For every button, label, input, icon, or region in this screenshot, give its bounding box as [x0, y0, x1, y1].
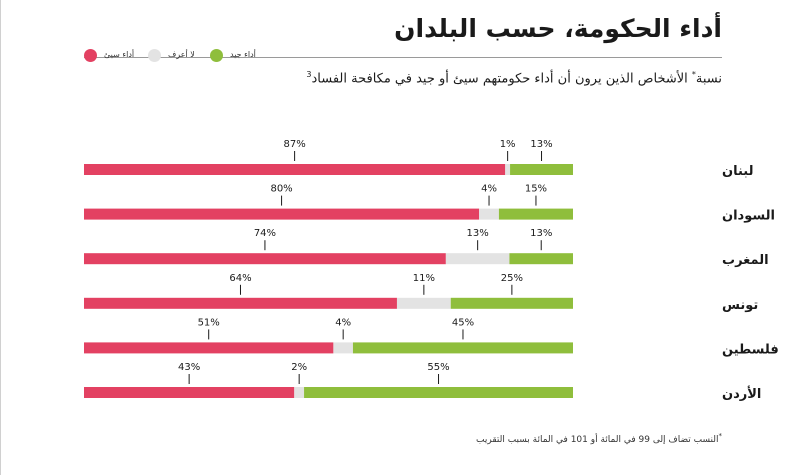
title-divider	[84, 57, 722, 58]
bar-bad-4	[84, 297, 397, 309]
data-label-unknown-3: 13%	[467, 228, 489, 239]
bar-bad-6	[84, 387, 295, 398]
country-label-3: المغرب	[722, 253, 769, 268]
legend-label-bad: أداء سيئ	[104, 50, 135, 59]
bar-unknown-5	[333, 342, 353, 354]
footnote-text: النسب تضاف إلى 99 في المائة أو 101 في ال…	[476, 435, 719, 445]
left-border	[0, 0, 1, 475]
legend-label-unknown: لا أعرف	[168, 50, 195, 59]
bar-good-2	[498, 208, 573, 220]
bar-unknown-2	[479, 208, 499, 220]
data-label-good-1: 13%	[530, 139, 552, 150]
legend-swatch-good	[210, 49, 223, 62]
country-label-4: تونس	[722, 298, 758, 313]
chart-title: أداء الحكومة، حسب البلدان	[394, 14, 722, 43]
data-label-bad-1: 87%	[283, 139, 305, 150]
bar-bad-1	[84, 164, 506, 175]
data-label-unknown-5: 4%	[335, 317, 351, 328]
data-label-good-2: 15%	[525, 184, 547, 195]
bar-unknown-6	[294, 387, 305, 398]
bar-good-3	[509, 253, 573, 265]
subtitle-mark: *	[691, 70, 696, 79]
data-label-good-3: 13%	[530, 228, 552, 239]
data-label-bad-3: 74%	[254, 228, 276, 239]
bar-good-1	[510, 164, 573, 175]
data-label-bad-6: 43%	[178, 362, 200, 373]
footnote: *النسب تضاف إلى 99 في المائة أو 101 في ا…	[476, 432, 722, 445]
legend: أداء سيئ لا أعرف أداء جيد	[84, 49, 259, 65]
legend-swatch-bad	[84, 49, 97, 62]
chart-subtitle: نسبة* الأشخاص الذين يرون أن أداء حكومتهم…	[306, 70, 722, 86]
data-label-bad-4: 64%	[229, 273, 251, 284]
data-label-unknown-1: 1%	[500, 139, 516, 150]
data-label-unknown-6: 2%	[291, 362, 307, 373]
country-label-2: السودان	[722, 209, 775, 224]
bar-good-4	[450, 297, 573, 309]
bar-unknown-4	[396, 297, 451, 309]
country-label-6: الأردن	[722, 385, 761, 402]
data-label-unknown-2: 4%	[481, 184, 497, 195]
data-label-bad-5: 51%	[198, 317, 220, 328]
data-label-unknown-4: 11%	[413, 273, 435, 284]
country-label-5: فلسطين	[722, 342, 779, 357]
legend-label-good: أداء جيد	[230, 50, 256, 59]
subtitle-lead: نسبة	[695, 71, 722, 87]
bar-unknown-3	[445, 253, 510, 265]
bar-bad-3	[84, 253, 446, 265]
data-label-good-4: 25%	[501, 273, 523, 284]
data-label-good-6: 55%	[427, 362, 449, 373]
data-label-good-5: 45%	[452, 317, 474, 328]
country-label-1: لبنان	[722, 164, 753, 179]
bar-good-5	[352, 342, 573, 354]
bar-unknown-1	[505, 164, 511, 175]
bar-bad-5	[84, 342, 334, 354]
legend-swatch-unknown	[148, 49, 161, 62]
bar-bad-2	[84, 208, 480, 220]
data-label-bad-2: 80%	[270, 184, 292, 195]
footnote-mark: *	[718, 432, 723, 440]
subtitle-ref: 3	[306, 70, 312, 79]
subtitle-text: الأشخاص الذين يرون أن أداء حكومتهم سيئ أ…	[311, 71, 692, 87]
bar-good-6	[304, 387, 573, 398]
